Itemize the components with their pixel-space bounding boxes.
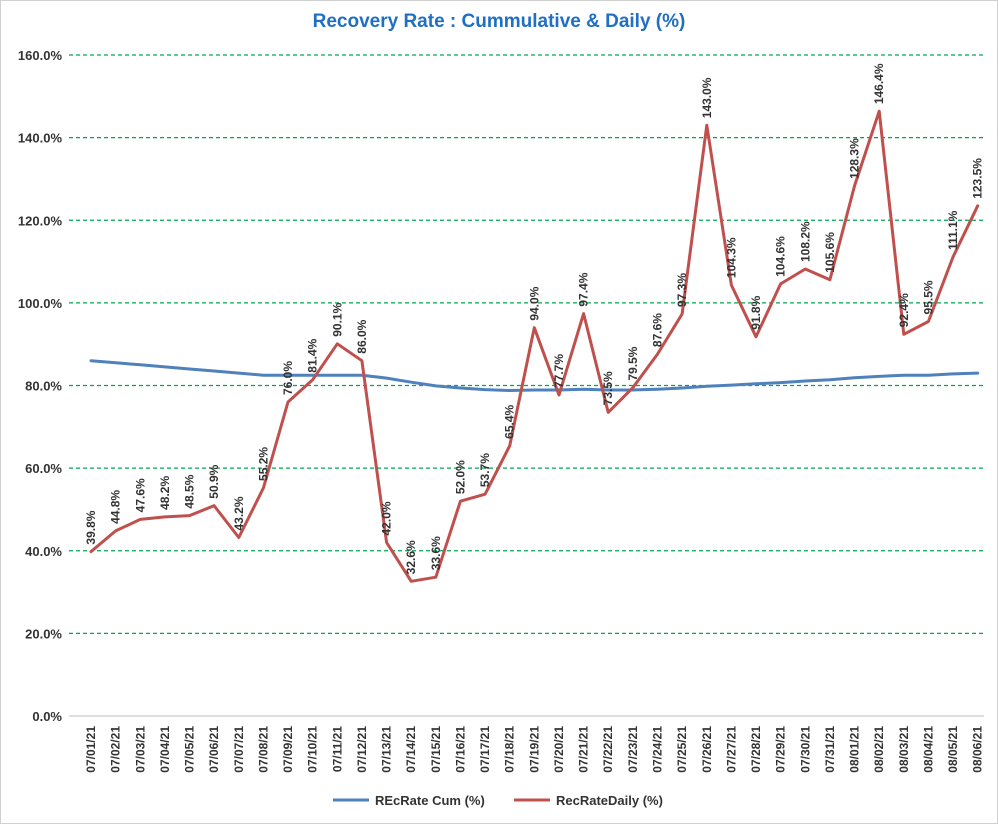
data-label: 65.4% bbox=[503, 404, 517, 438]
x-tick-label: 07/21/21 bbox=[577, 726, 591, 773]
data-label: 79.5% bbox=[626, 346, 640, 380]
x-tick-label: 07/29/21 bbox=[774, 726, 788, 773]
x-tick-label: 07/02/21 bbox=[109, 726, 123, 773]
data-labels: 39.8% 44.8% 47.6% 48.2% 48.5% 50.9% 43.2% 55.2%… bbox=[84, 63, 985, 574]
data-label: 42.0% bbox=[380, 501, 394, 535]
series-line-daily bbox=[89, 109, 980, 583]
legend[interactable]: REcRate Cum (%) RecRateDaily (%) bbox=[333, 793, 663, 808]
data-label: 52.0% bbox=[453, 460, 467, 494]
data-label: 123.5% bbox=[971, 158, 985, 199]
x-tick-label: 07/11/21 bbox=[330, 726, 344, 772]
x-tick-label: 07/31/21 bbox=[823, 726, 837, 773]
data-label: 43.2% bbox=[232, 496, 246, 530]
y-tick-label: 100.0% bbox=[18, 296, 63, 311]
x-tick-label: 07/03/21 bbox=[133, 726, 147, 773]
x-tick-label: 07/13/21 bbox=[380, 726, 394, 773]
x-tick-label: 08/04/21 bbox=[921, 726, 935, 773]
x-tick-label: 07/07/21 bbox=[232, 726, 246, 773]
data-label: 91.8% bbox=[749, 295, 763, 329]
x-tick-label: 07/27/21 bbox=[724, 726, 738, 773]
y-tick-label: 160.0% bbox=[18, 48, 63, 63]
data-label: 48.2% bbox=[158, 476, 172, 510]
x-tick-label: 07/22/21 bbox=[601, 726, 615, 773]
x-tick-label: 07/15/21 bbox=[429, 726, 443, 773]
data-label: 87.6% bbox=[650, 313, 664, 347]
data-label: 104.3% bbox=[724, 237, 738, 278]
y-tick-label: 20.0% bbox=[25, 626, 62, 641]
x-tick-label: 08/06/21 bbox=[971, 726, 985, 773]
data-label: 108.2% bbox=[798, 221, 812, 262]
x-tick-label: 07/17/21 bbox=[478, 726, 492, 773]
grid-lines bbox=[69, 54, 984, 717]
data-label: 94.0% bbox=[527, 286, 541, 320]
x-tick-label: 08/05/21 bbox=[946, 726, 960, 773]
data-label: 50.9% bbox=[207, 464, 221, 498]
data-label: 128.3% bbox=[848, 138, 862, 179]
data-label: 55.2% bbox=[256, 447, 270, 481]
data-label: 90.1% bbox=[330, 302, 344, 336]
x-tick-label: 07/26/21 bbox=[700, 726, 714, 773]
data-label: 111.1% bbox=[946, 210, 960, 250]
y-tick-label: 120.0% bbox=[18, 213, 63, 228]
data-label: 97.3% bbox=[675, 273, 689, 307]
data-label: 32.6% bbox=[404, 540, 418, 574]
data-label: 81.4% bbox=[306, 338, 320, 372]
y-tick-label: 80.0% bbox=[25, 379, 62, 394]
x-tick-label: 07/16/21 bbox=[453, 726, 467, 773]
legend-label: REcRate Cum (%) bbox=[375, 793, 485, 808]
series-lines bbox=[89, 109, 980, 583]
data-label: 33.6% bbox=[429, 536, 443, 570]
legend-item-daily[interactable]: RecRateDaily (%) bbox=[514, 793, 663, 808]
x-tick-label: 07/19/21 bbox=[527, 726, 541, 773]
x-tick-label: 07/10/21 bbox=[306, 726, 320, 773]
data-label: 143.0% bbox=[700, 77, 714, 118]
data-label: 97.4% bbox=[577, 272, 591, 306]
y-tick-label: 40.0% bbox=[25, 544, 62, 559]
x-tick-label: 07/24/21 bbox=[650, 726, 664, 773]
x-tick-label: 07/30/21 bbox=[798, 726, 812, 773]
x-tick-label: 08/03/21 bbox=[897, 726, 911, 773]
x-tick-label: 07/23/21 bbox=[626, 726, 640, 773]
x-tick-label: 07/25/21 bbox=[675, 726, 689, 773]
legend-label: RecRateDaily (%) bbox=[556, 793, 663, 808]
x-axis-ticks: 07/01/21 07/02/21 07/03/21 07/04/21 07/05/21… bbox=[84, 726, 985, 773]
x-tick-label: 07/05/21 bbox=[183, 726, 197, 773]
legend-item-cumulative[interactable]: REcRate Cum (%) bbox=[333, 793, 485, 808]
data-label: 76.0% bbox=[281, 361, 295, 395]
x-tick-label: 07/18/21 bbox=[503, 726, 517, 773]
y-tick-label: 60.0% bbox=[25, 461, 62, 476]
x-tick-label: 07/12/21 bbox=[355, 726, 369, 773]
series-line-cumulative bbox=[89, 359, 980, 392]
data-label: 47.6% bbox=[133, 478, 147, 512]
x-tick-label: 07/06/21 bbox=[207, 726, 221, 773]
x-tick-label: 07/04/21 bbox=[158, 726, 172, 773]
x-tick-label: 07/09/21 bbox=[281, 726, 295, 773]
data-label: 39.8% bbox=[84, 510, 98, 544]
data-label: 105.6% bbox=[823, 232, 837, 273]
data-label: 86.0% bbox=[355, 319, 369, 353]
x-tick-label: 07/14/21 bbox=[404, 726, 418, 773]
y-axis-ticks: 0.0% 20.0% 40.0% 60.0% 80.0% 100.0% 120.0% 140.… bbox=[18, 48, 63, 724]
x-tick-label: 07/20/21 bbox=[552, 726, 566, 773]
data-label: 77.7% bbox=[552, 354, 566, 388]
data-label: 146.4% bbox=[872, 63, 886, 104]
x-tick-label: 08/01/21 bbox=[848, 726, 862, 773]
y-tick-label: 0.0% bbox=[32, 709, 62, 724]
y-tick-label: 140.0% bbox=[18, 131, 63, 146]
data-label: 73.5% bbox=[601, 371, 615, 405]
x-tick-label: 07/08/21 bbox=[256, 726, 270, 773]
data-label: 95.5% bbox=[921, 280, 935, 314]
chart-title: Recovery Rate : Cummulative & Daily (%) bbox=[312, 11, 686, 32]
x-tick-label: 08/02/21 bbox=[872, 726, 886, 773]
x-tick-label: 07/28/21 bbox=[749, 726, 763, 773]
data-label: 92.4% bbox=[897, 293, 911, 327]
data-label: 48.5% bbox=[183, 474, 197, 508]
x-tick-label: 07/01/21 bbox=[84, 726, 98, 773]
data-label: 104.6% bbox=[774, 236, 788, 277]
data-label: 44.8% bbox=[109, 490, 123, 524]
data-label: 53.7% bbox=[478, 453, 492, 487]
